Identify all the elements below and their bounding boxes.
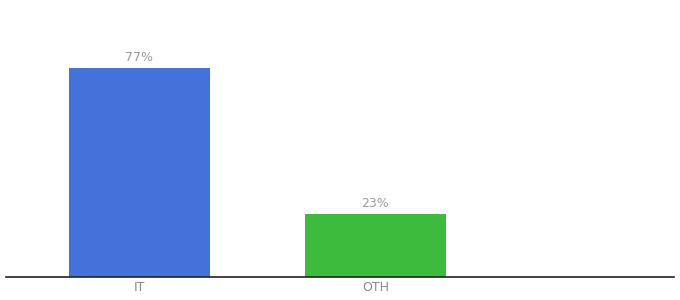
Bar: [305, 214, 446, 277]
Text: 23%: 23%: [362, 197, 389, 210]
Bar: [69, 68, 210, 277]
Text: 77%: 77%: [125, 51, 153, 64]
